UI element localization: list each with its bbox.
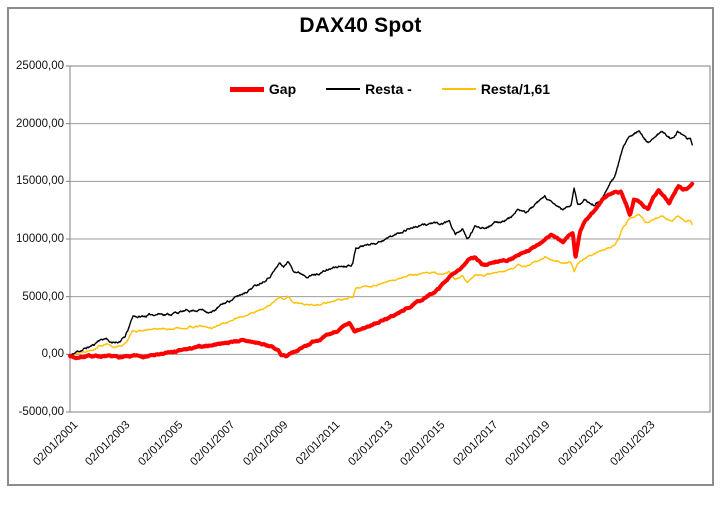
legend-item-resta-1-61: Resta/1,61	[441, 81, 551, 97]
legend-item-resta: Resta -	[326, 81, 412, 97]
chart-title: DAX40 Spot	[299, 14, 422, 37]
y-axis-label: 25000,00	[16, 60, 64, 72]
series-line-resta-1-61	[69, 213, 693, 357]
y-axis-label: 0,00	[41, 348, 64, 361]
chart-screenshot: { "window": { "background": "#FFFFFF", "…	[7, 7, 714, 486]
legend: Gap Resta - Resta/1,61	[70, 78, 710, 100]
series-line-resta	[69, 130, 693, 357]
legend-line-swatch	[229, 86, 264, 92]
legend-item-gap: Gap	[229, 81, 297, 97]
plot-border	[69, 65, 711, 413]
plot-area	[66, 65, 711, 413]
series-line-gap	[68, 181, 695, 361]
y-axis-label: 15000,00	[16, 175, 64, 188]
y-axis-label: 20000,00	[16, 117, 64, 130]
y-axis-label: 5000,00	[22, 290, 64, 303]
legend-line-swatch	[441, 88, 476, 90]
y-axis-label: 10000,00	[16, 233, 64, 245]
legend-label: Resta/1,61	[480, 81, 551, 97]
legend-label: Resta -	[365, 81, 412, 97]
y-axis-label: -5000,00	[18, 406, 64, 418]
legend-line-swatch	[326, 88, 361, 90]
legend-label: Gap	[268, 81, 297, 97]
